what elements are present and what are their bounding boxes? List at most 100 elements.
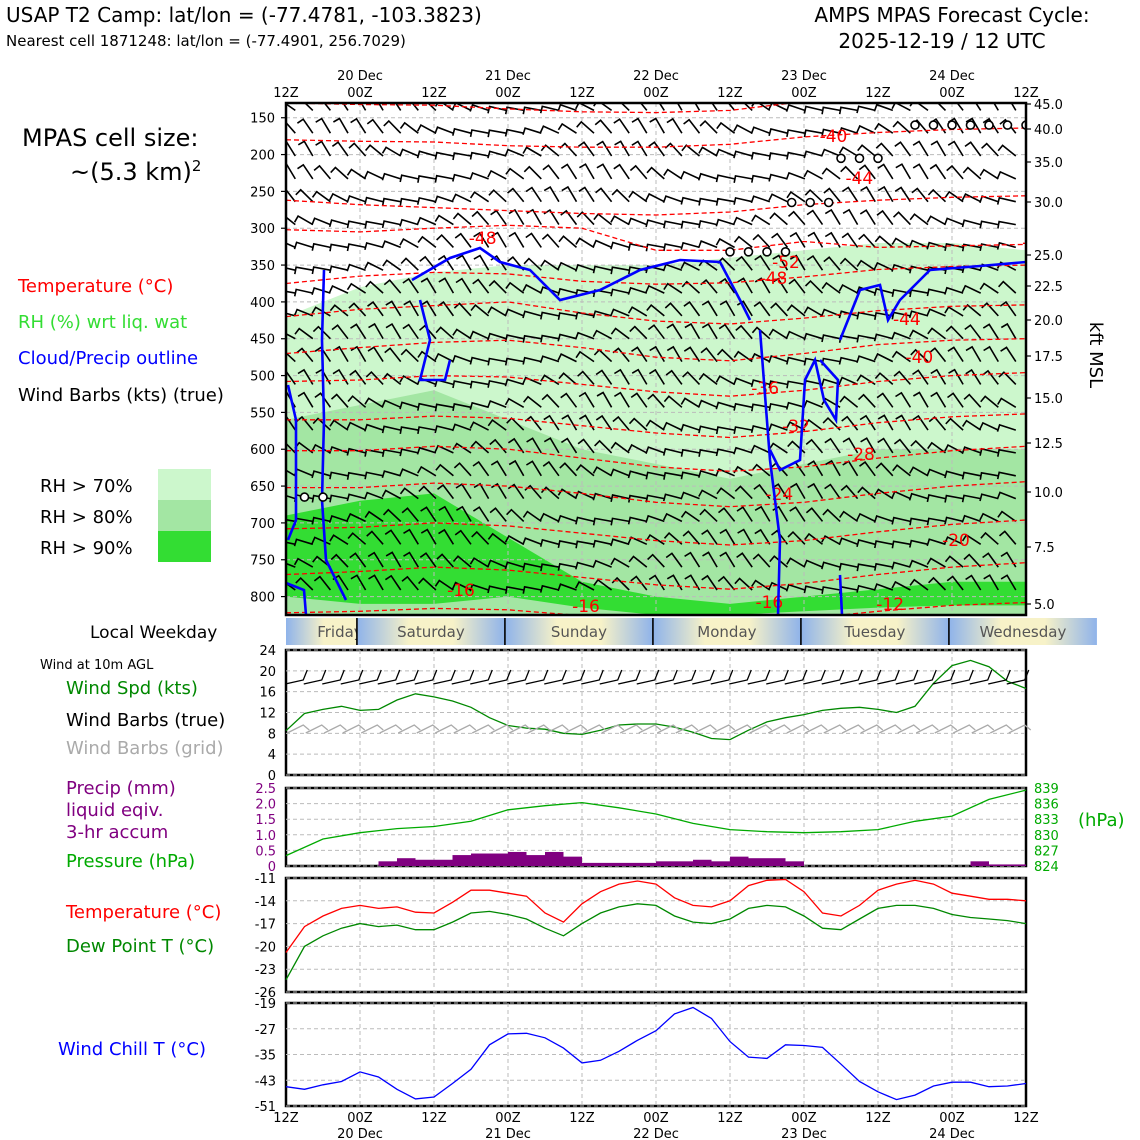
wind-barb [648, 368, 665, 385]
wind-barb [666, 323, 683, 340]
surface-barb-grid [416, 724, 440, 734]
wind-barb [750, 151, 770, 160]
wind-barb [366, 118, 384, 134]
wind-barb [715, 174, 735, 183]
wind-barb [542, 164, 560, 180]
wind-barb [342, 103, 349, 111]
bottom-hour-tick: 00Z [347, 1111, 373, 1126]
precip-bar [674, 861, 693, 866]
wind-barb [663, 395, 683, 408]
wind-barb [893, 438, 912, 454]
isotherm-line [286, 519, 1026, 546]
wind-barb [965, 345, 982, 363]
wind-barb [330, 393, 349, 408]
wind-barb [979, 220, 999, 229]
wind-barb [682, 371, 701, 385]
wind-barb [824, 231, 841, 248]
wind-barb [473, 254, 490, 271]
top-hour-tick: 00Z [347, 86, 373, 101]
wind-barb [455, 505, 472, 522]
wind-barb [452, 328, 472, 340]
wind-barb [912, 140, 929, 157]
wind-barb [438, 505, 455, 522]
isotherm-label: -12 [876, 595, 904, 615]
bottom-date-label: 23 Dec [781, 1127, 827, 1140]
precip-legend-1: Precip (mm) [66, 778, 176, 799]
wind-barb [297, 391, 314, 408]
height-tick-label: 20.0 [1034, 314, 1063, 329]
wind-barb [592, 329, 612, 340]
surface-barb-true [507, 669, 530, 685]
wind-barb [540, 486, 560, 500]
wind-barb [856, 334, 876, 343]
panel-y-tick: -11 [255, 872, 276, 887]
wind-barb [873, 261, 894, 271]
height-tick-label: 30.0 [1034, 196, 1063, 211]
wind-barb [417, 174, 437, 183]
wind-barb [469, 103, 489, 112]
wind-barb [540, 259, 560, 271]
wind-barb [350, 117, 367, 134]
wind-barb [540, 144, 560, 157]
wind-barb [856, 105, 876, 114]
wind-barb [434, 174, 454, 183]
rh90-legend-label: RH > 90% [40, 538, 133, 559]
wind-barb [488, 279, 507, 294]
wind-barb [718, 277, 736, 294]
surface-barb-grid [305, 724, 329, 734]
wind-barb [403, 528, 419, 545]
wind-barb [824, 437, 841, 454]
wind-barb [874, 488, 894, 500]
height-tick-label: 40.0 [1034, 123, 1063, 138]
wind-barb [286, 188, 296, 203]
wind-barb [961, 419, 982, 431]
forecast-cycle-date: 2025-12-19 / 12 UTC [838, 29, 1045, 53]
wind-barb [841, 232, 859, 248]
wind-barb [961, 446, 981, 455]
surface-barb-true [951, 669, 974, 685]
wind-barb [658, 103, 665, 111]
wind-barb [473, 482, 490, 500]
wind-barb [471, 210, 490, 226]
panel-y-tick: 1.5 [255, 813, 276, 828]
wind-barb [627, 470, 648, 479]
wind-barb [771, 232, 789, 248]
surface-barb-grid [490, 724, 514, 734]
bottom-hour-tick: 00Z [791, 1111, 817, 1126]
wind-barb [382, 372, 402, 386]
wind-barb [627, 217, 648, 226]
height-tick-label: 12.5 [1034, 437, 1063, 452]
wind-barb [733, 150, 753, 159]
wind-barb [768, 581, 788, 591]
wind-barb [768, 173, 788, 182]
wind-barb [329, 534, 349, 545]
wind-barb [613, 163, 630, 180]
wind-barb [841, 186, 859, 203]
wind-barb [595, 187, 613, 203]
wind-barb [558, 372, 578, 386]
weekday-strip: Friday Saturday Sunday Monday Tuesday Wednesd… [286, 618, 1097, 645]
wind-barb [628, 555, 648, 568]
wind-barb [996, 196, 1016, 205]
wind-barb [560, 163, 578, 180]
wind-barb [364, 397, 384, 408]
wind-barb [929, 163, 947, 180]
wind-barb [346, 168, 367, 180]
surface-barb-grid [823, 724, 847, 734]
time-series-panels: 0481216202400.51.01.52.02.58248278308338… [255, 644, 1059, 1115]
wind-barb [803, 585, 823, 594]
surface-barb-grid [656, 724, 680, 734]
panel-y-tick: 0 [268, 860, 276, 875]
bottom-hour-tick: 12Z [273, 1111, 299, 1126]
wind-barb [437, 254, 455, 271]
weekday-label: Saturday [397, 623, 465, 641]
wind-barb [504, 397, 525, 408]
wind-barb [697, 172, 718, 181]
wind-barb [734, 485, 753, 500]
height-tick-label: 15.0 [1034, 392, 1063, 407]
wind-barb [451, 423, 472, 432]
wind-barb [312, 417, 331, 431]
surface-barb-grid [582, 724, 606, 734]
wind-barb [311, 266, 331, 275]
surface-barb-true [1006, 669, 1030, 685]
